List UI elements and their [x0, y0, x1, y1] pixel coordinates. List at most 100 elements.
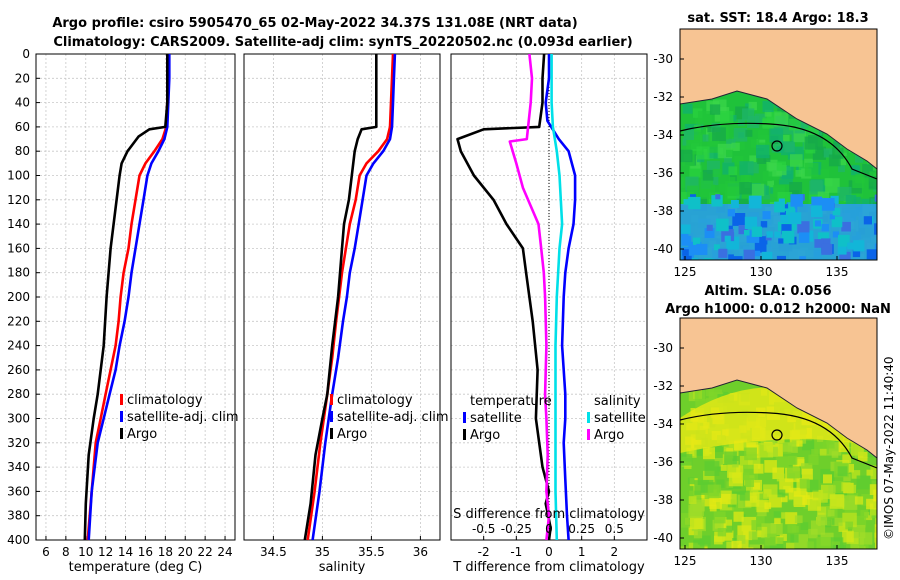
legend-swatch	[587, 429, 590, 440]
map-pixel	[821, 238, 831, 248]
map-pixel	[874, 243, 877, 254]
legend-label: Argo	[337, 427, 367, 442]
map-pixel	[690, 516, 703, 529]
map-pixel	[680, 177, 691, 188]
map-pixel	[728, 472, 743, 487]
y-tick-label: 260	[7, 363, 30, 377]
map-pixel	[749, 155, 756, 163]
y-tick-label: 220	[7, 314, 30, 328]
map-pixel	[770, 523, 783, 536]
map-pixel	[693, 539, 705, 549]
map-pixel	[727, 209, 735, 217]
legend-swatch	[463, 412, 466, 423]
x-tick-label: -1	[510, 545, 522, 559]
map-pixel	[748, 101, 757, 111]
map-pixel	[761, 251, 773, 260]
y-tick-label: 60	[15, 120, 30, 134]
x-tick-label: 0	[545, 545, 553, 559]
map-pixel	[792, 190, 799, 197]
legend-label: satellite	[470, 411, 522, 426]
x-tick-label: 18	[158, 545, 173, 559]
map-pixel	[807, 264, 813, 270]
series-argo	[83, 54, 169, 541]
map-pixel	[725, 493, 737, 505]
map-pixel	[804, 162, 819, 177]
map-pixel	[866, 249, 877, 260]
map-pixel	[776, 473, 785, 482]
map-pixel	[702, 169, 714, 181]
y-tick-label: 320	[7, 436, 30, 450]
y-tick-label: 200	[7, 290, 30, 304]
map-pixel	[756, 144, 770, 159]
y-tick-label: 140	[7, 217, 30, 231]
map-pixel	[737, 118, 745, 126]
map-pixel	[806, 541, 814, 549]
legend-label: satellite-adj. clim	[127, 410, 239, 425]
map-pixel	[799, 478, 810, 489]
map-pixel	[723, 530, 734, 541]
map-pixel	[779, 261, 785, 267]
map-pixel	[837, 466, 848, 477]
map-pixel	[744, 230, 750, 236]
map-pixel	[702, 134, 710, 142]
x-tick-label: 36	[413, 545, 428, 559]
map-pixel	[681, 224, 691, 234]
map-pixel	[739, 182, 752, 195]
map-pixel	[704, 461, 720, 476]
map-pixel	[787, 442, 798, 453]
map-pixel	[858, 451, 868, 462]
map-pixel	[779, 478, 794, 493]
title-line-1: Argo profile: csiro 5905470_65 02-May-20…	[52, 16, 577, 31]
map-pixel	[762, 100, 774, 113]
map-pixel	[777, 107, 786, 116]
map-pixel	[707, 140, 720, 153]
map-pixel	[688, 196, 701, 210]
map-pixel	[693, 125, 701, 132]
map-pixel	[726, 448, 733, 455]
map-pixel	[763, 484, 778, 499]
map-y-tick-label: -32	[653, 90, 673, 104]
map-pixel	[706, 224, 713, 231]
map-pixel	[786, 262, 792, 268]
legend-swatch	[463, 429, 466, 440]
map-y-tick-label: -32	[653, 379, 673, 393]
map-pixel	[774, 112, 789, 127]
imos-stamp: ©IMOS 07-May-2022 11:40:40	[882, 356, 896, 540]
map-pixel	[680, 546, 689, 549]
map-y-tick-label: -30	[653, 52, 673, 66]
map-pixel	[820, 169, 829, 178]
y-tick-label: 160	[7, 241, 30, 255]
map-pixel	[810, 261, 822, 273]
map-y-tick-label: -36	[653, 166, 673, 180]
map-pixel	[682, 103, 693, 114]
map-y-tick-label: -40	[653, 242, 673, 256]
x-tick-label: 10	[78, 545, 93, 559]
map-pixel	[817, 191, 830, 203]
map-pixel	[703, 470, 715, 483]
map-pixel	[693, 530, 703, 539]
map-pixel	[754, 240, 767, 253]
map-pixel	[864, 512, 873, 521]
map-2-title-line-2: Argo h1000: 0.012 h2000: NaN	[665, 302, 891, 317]
map-pixel	[769, 128, 784, 143]
map-pixel	[811, 449, 819, 457]
map-pixel	[731, 142, 740, 151]
y-tick-label: 120	[7, 193, 30, 207]
map-pixel	[816, 537, 832, 549]
map-pixel	[810, 180, 823, 192]
map-pixel	[855, 154, 864, 163]
map-x-tick-label: 125	[674, 554, 697, 568]
y-tick-label: 40	[15, 96, 30, 110]
x-axis-label: temperature (deg C)	[69, 560, 203, 575]
map-pixel	[796, 263, 802, 269]
map-pixel	[754, 113, 766, 125]
map-pixel	[832, 147, 844, 159]
map-pixel	[810, 520, 826, 535]
map-pixel	[845, 521, 853, 530]
map-pixel	[696, 243, 708, 255]
coastline	[680, 379, 877, 459]
map-y-tick-label: -30	[653, 341, 673, 355]
map-pixel	[832, 231, 839, 238]
map-pixel	[744, 174, 752, 182]
